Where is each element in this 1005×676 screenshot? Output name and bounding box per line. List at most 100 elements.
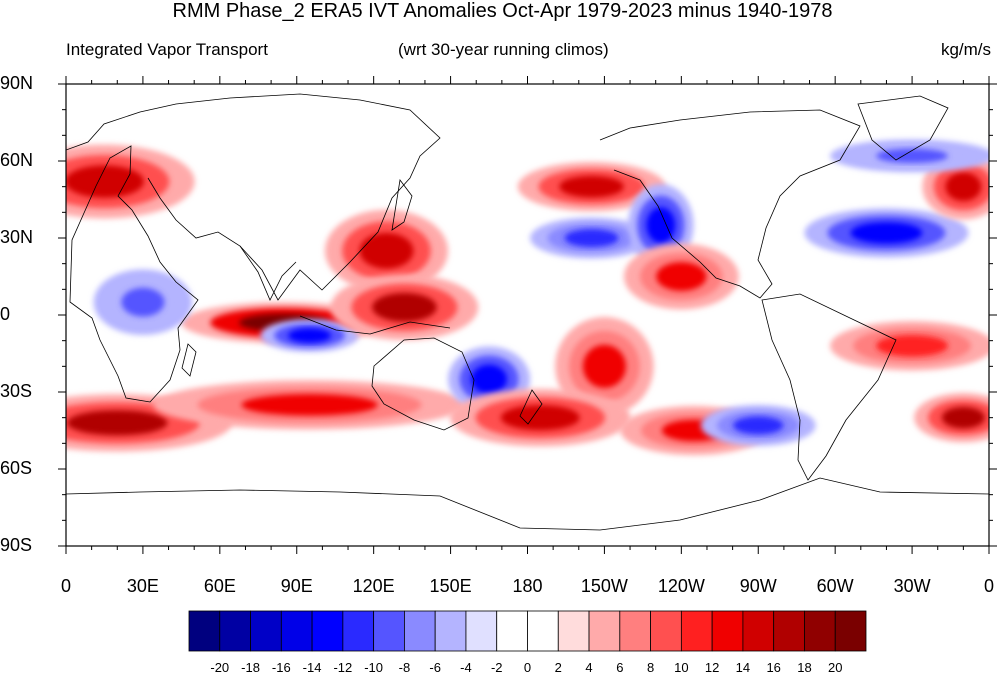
lat-tick-label: 0: [0, 304, 11, 324]
colorbar-box: [280, 610, 313, 652]
anomaly-core: [876, 335, 948, 357]
lat-tick-label: 30S: [0, 381, 33, 401]
colorbar-tick-label: -8: [398, 660, 411, 675]
colorbar-tick-label: 20: [827, 660, 843, 675]
antarctica-coastline: [66, 477, 989, 531]
anomaly-core: [121, 287, 165, 317]
lon-tick-label: 90E: [280, 576, 313, 596]
greenland-coastline: [857, 95, 949, 161]
lon-tick-label: 150W: [580, 576, 628, 596]
anomaly-core: [66, 165, 144, 198]
colorbar-box: [342, 610, 375, 652]
colorbar-box: [219, 610, 251, 652]
colorbar-tick-label: 0: [523, 660, 532, 675]
colorbar-tick-label: 12: [704, 660, 720, 675]
lat-tick-label: 60N: [0, 150, 34, 170]
colorbar-tick-label: -2: [490, 660, 503, 675]
colorbar-box: [188, 610, 221, 652]
lat-tick-label: 30N: [0, 227, 34, 247]
colorbar-box: [619, 610, 651, 652]
europe-asia-coastline: [66, 93, 441, 301]
colorbar-box: [527, 610, 559, 652]
lon-tick-label: 120W: [657, 576, 705, 596]
colorbar-tick-label: 6: [616, 660, 624, 675]
colorbar-box: [834, 610, 867, 652]
colorbar-box: [804, 610, 836, 652]
indonesia-coastline: [299, 315, 451, 335]
colorbar-box: [434, 610, 467, 652]
colorbar-tick-label: 4: [585, 660, 593, 675]
lon-tick-label: 150E: [429, 576, 472, 596]
india-coastline: [239, 245, 297, 301]
africa-coastline: [69, 145, 199, 403]
colorbar-box: [311, 610, 344, 652]
colorbar-tick-label: -14: [302, 660, 322, 675]
colorbar-tick-label: -6: [429, 660, 441, 675]
anomaly-core: [359, 232, 414, 269]
anomaly-core: [941, 406, 985, 429]
anomaly-core: [850, 222, 923, 244]
colorbar-tick-label: -18: [241, 660, 260, 675]
colorbar-box: [742, 610, 775, 652]
colorbar-tick-label: 14: [735, 660, 751, 675]
colorbar-tick-label: -20: [210, 660, 230, 675]
anomaly-core: [646, 207, 676, 244]
lon-tick-label: 0: [60, 576, 72, 596]
japan-coastline: [391, 179, 413, 231]
colorbar-box: [404, 610, 436, 652]
anomaly-core: [656, 262, 707, 291]
anomaly-core: [564, 229, 619, 247]
colorbar-tick-label: 2: [554, 660, 562, 675]
center-subtitle: (wrt 30-year running climos): [398, 40, 609, 59]
map-title: RMM Phase_2 ERA5 IVT Anomalies Oct-Apr 1…: [172, 0, 833, 22]
colorbar-tick-label: -4: [460, 660, 472, 675]
axis-ticks: [58, 76, 997, 554]
madagascar-coastline: [181, 343, 197, 377]
australia-coastline: [371, 337, 475, 431]
anomaly-core: [500, 405, 580, 431]
lon-tick-label: 60E: [203, 576, 236, 596]
colorbar: [188, 610, 867, 652]
lon-tick-label: 30W: [893, 576, 931, 596]
colorbar-box: [650, 610, 682, 652]
colorbar-box: [773, 610, 805, 652]
anomaly-core: [733, 416, 784, 435]
anomaly-core: [241, 394, 378, 416]
anomaly-core: [288, 328, 332, 343]
colorbar-tick-label: 10: [674, 660, 689, 675]
lon-tick-label: 0: [983, 576, 995, 596]
colorbar-tick-label: -16: [271, 660, 291, 675]
left-subtitle: Integrated Vapor Transport: [66, 40, 268, 59]
coastlines: [66, 93, 989, 531]
colorbar-box: [557, 610, 590, 652]
units-label: kg/m/s: [940, 40, 991, 59]
anomaly-core: [471, 364, 507, 394]
colorbar-box: [373, 610, 405, 652]
lon-tick-label: 60W: [816, 576, 854, 596]
colorbar-tick-label: 16: [766, 660, 781, 675]
colorbar-tick-label: 8: [646, 660, 655, 675]
lon-tick-label: 180: [512, 576, 543, 596]
south-america-coastline: [761, 293, 897, 481]
anomaly-core: [876, 148, 948, 164]
north-america-coastline: [599, 109, 861, 299]
anomaly-core: [582, 344, 626, 388]
colorbar-tick-label: 18: [797, 660, 812, 675]
lon-tick-label: 90W: [739, 576, 777, 596]
colorbar-box: [711, 610, 744, 652]
colorbar-box: [680, 610, 713, 652]
colorbar-tick-label: -10: [364, 660, 384, 675]
colorbar-box: [496, 610, 528, 652]
lat-tick-label: 90S: [0, 535, 33, 555]
colorbar-box: [250, 610, 282, 652]
colorbar-tick-label: -12: [333, 660, 353, 675]
new-zealand-coastline: [519, 389, 543, 425]
anomaly-core: [945, 172, 982, 202]
anomaly-core: [559, 175, 624, 198]
lat-tick-label: 60S: [0, 458, 33, 478]
colorbar-box: [588, 610, 621, 652]
anomaly-core: [67, 410, 168, 436]
lon-tick-label: 120E: [352, 576, 395, 596]
anomaly-core: [372, 292, 437, 322]
